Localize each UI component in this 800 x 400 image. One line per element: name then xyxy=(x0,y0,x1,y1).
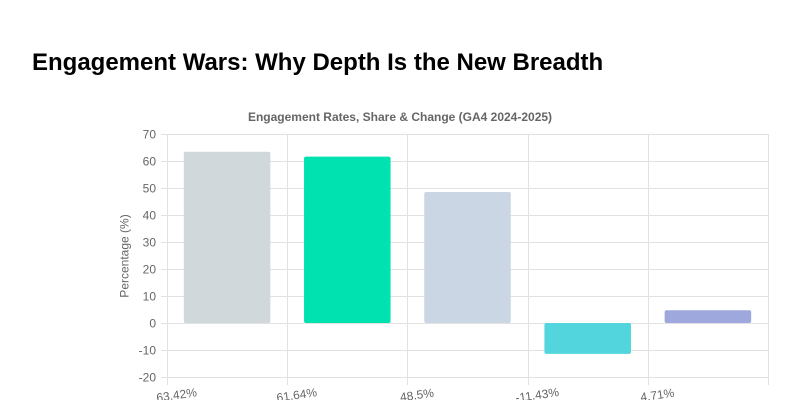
bar-5[interactable] xyxy=(664,310,752,323)
y-tick-label: 50 xyxy=(143,182,157,196)
y-tick-label: 0 xyxy=(149,317,156,331)
chart-title: Engagement Rates, Share & Change (GA4 20… xyxy=(248,110,552,124)
y-tick-label: 60 xyxy=(143,155,157,169)
x-tick-label: -11.43% xyxy=(514,385,560,400)
bars-layer xyxy=(183,151,752,354)
y-tick-label: 40 xyxy=(143,209,157,223)
y-tick-label: 10 xyxy=(143,290,157,304)
x-tick-label: 48.5% xyxy=(399,386,435,400)
x-ticks-layer: 63.42% 61.64% 48.5% -11.43% 4.71% xyxy=(155,385,675,400)
x-tick-label: 61.64% xyxy=(276,385,319,400)
y-tick-label: 70 xyxy=(143,128,157,142)
y-tick-label: -10 xyxy=(139,344,157,358)
x-tick-label: 4.71% xyxy=(640,386,676,400)
y-axis-title: Percentage (%) xyxy=(118,214,132,297)
bar-2[interactable] xyxy=(304,156,391,323)
bar-3[interactable] xyxy=(424,192,511,323)
y-tick-label: 20 xyxy=(143,263,157,277)
y-tick-label: 30 xyxy=(143,236,157,250)
x-tick-label: 63.42% xyxy=(155,385,198,400)
page-title: Engagement Wars: Why Depth Is the New Br… xyxy=(32,49,604,76)
bar-4[interactable] xyxy=(544,323,631,354)
bar-1[interactable] xyxy=(183,151,271,323)
y-ticks-layer: -20 -10 0 10 20 30 40 50 60 70 xyxy=(139,128,157,385)
y-tick-label: -20 xyxy=(139,371,157,385)
